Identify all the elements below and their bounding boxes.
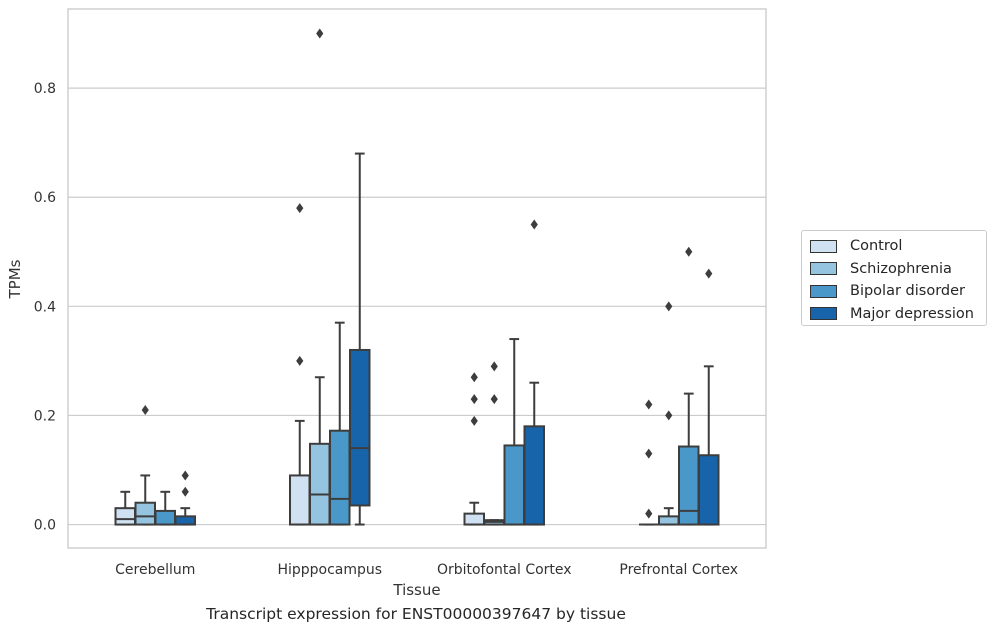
box-schizophrenia	[134, 404, 156, 526]
box-body	[349, 348, 371, 507]
outlier-point	[685, 246, 693, 257]
boxes	[114, 28, 720, 526]
box-control	[463, 372, 485, 526]
outlier-point	[490, 394, 498, 405]
legend-label: Major depression	[850, 305, 974, 322]
legend: Control Schizophrenia Bipolar disorder Majo…	[801, 230, 987, 326]
y-tick-label: 0.2	[34, 408, 56, 424]
box-major-depression	[349, 152, 371, 526]
box-control	[639, 399, 659, 526]
legend-swatch	[810, 262, 837, 276]
box-major-depression	[698, 268, 720, 526]
gridlines	[68, 87, 766, 526]
box-bipolar-disorder	[154, 490, 176, 526]
x-tick-label: Prefrontal Cortex	[619, 562, 738, 578]
box-body	[329, 429, 351, 526]
box-major-depression	[174, 470, 196, 526]
box-bipolar-disorder	[329, 321, 351, 526]
outlier-point	[530, 219, 538, 230]
outlier-point	[296, 203, 304, 214]
outlier-point	[645, 399, 653, 410]
box-body	[698, 454, 720, 526]
box-control	[289, 203, 311, 526]
x-tick-label: Cerebellum	[115, 562, 195, 578]
box-body	[174, 515, 196, 526]
box-body	[678, 445, 700, 526]
box-control	[114, 490, 136, 526]
box-body	[134, 501, 156, 526]
legend-swatch	[810, 239, 837, 253]
box-bipolar-disorder	[678, 246, 700, 526]
box-body	[289, 474, 311, 526]
outlier-point	[296, 355, 304, 366]
legend-label: Schizophrenia	[850, 260, 952, 277]
outlier-point	[316, 28, 324, 39]
x-axis-label: Tissue	[392, 581, 440, 599]
outlier-point	[705, 268, 713, 279]
legend-item: Bipolar disorder	[810, 280, 986, 303]
box-major-depression	[523, 219, 545, 526]
box-body	[523, 425, 545, 526]
plot-frame	[67, 8, 767, 549]
box-body	[154, 509, 176, 526]
legend-swatch	[810, 307, 837, 321]
outlier-point	[645, 508, 653, 519]
box-body	[658, 515, 680, 526]
box-bipolar-disorder	[503, 338, 525, 526]
box-schizophrenia	[309, 28, 331, 526]
x-tick-label: Orbitofontal Cortex	[437, 562, 572, 578]
legend-label: Control	[850, 238, 903, 255]
box-body	[463, 512, 485, 526]
box-body	[503, 444, 525, 526]
y-tick-label: 0.6	[34, 190, 56, 206]
legend-item: Major depression	[810, 303, 986, 326]
boxplot-chart: 0.0 0.2 0.4 0.6 0.8 Cerebellum Hipppocampus Or…	[6, 8, 767, 599]
box-body	[114, 507, 136, 526]
x-tick-labels: Cerebellum Hipppocampus Orbitofontal Corte…	[115, 562, 738, 578]
outlier-point	[141, 404, 149, 415]
y-axis-label: TPMs	[6, 259, 24, 299]
legend-item: Control	[810, 235, 986, 258]
outlier-point	[181, 470, 189, 481]
y-tick-label: 0.0	[34, 518, 56, 534]
y-tick-label: 0.8	[34, 81, 56, 97]
x-tick-label: Hipppocampus	[277, 562, 382, 578]
outlier-point	[665, 410, 673, 421]
y-tick-label: 0.4	[34, 299, 56, 315]
outlier-point	[490, 361, 498, 372]
box-body	[309, 442, 331, 526]
legend-label: Bipolar disorder	[850, 283, 965, 300]
chart-caption: Transcript expression for ENST0000039764…	[206, 605, 626, 623]
outlier-point	[470, 394, 478, 405]
outlier-point	[645, 448, 653, 459]
outlier-point	[470, 372, 478, 383]
box-schizophrenia	[658, 301, 680, 526]
outlier-point	[470, 415, 478, 426]
box-schizophrenia	[483, 361, 505, 526]
y-tick-labels: 0.0 0.2 0.4 0.6 0.8	[34, 81, 56, 533]
legend-swatch	[810, 284, 837, 298]
outlier-point	[665, 301, 673, 312]
outlier-point	[181, 486, 189, 497]
legend-item: Schizophrenia	[810, 258, 986, 281]
